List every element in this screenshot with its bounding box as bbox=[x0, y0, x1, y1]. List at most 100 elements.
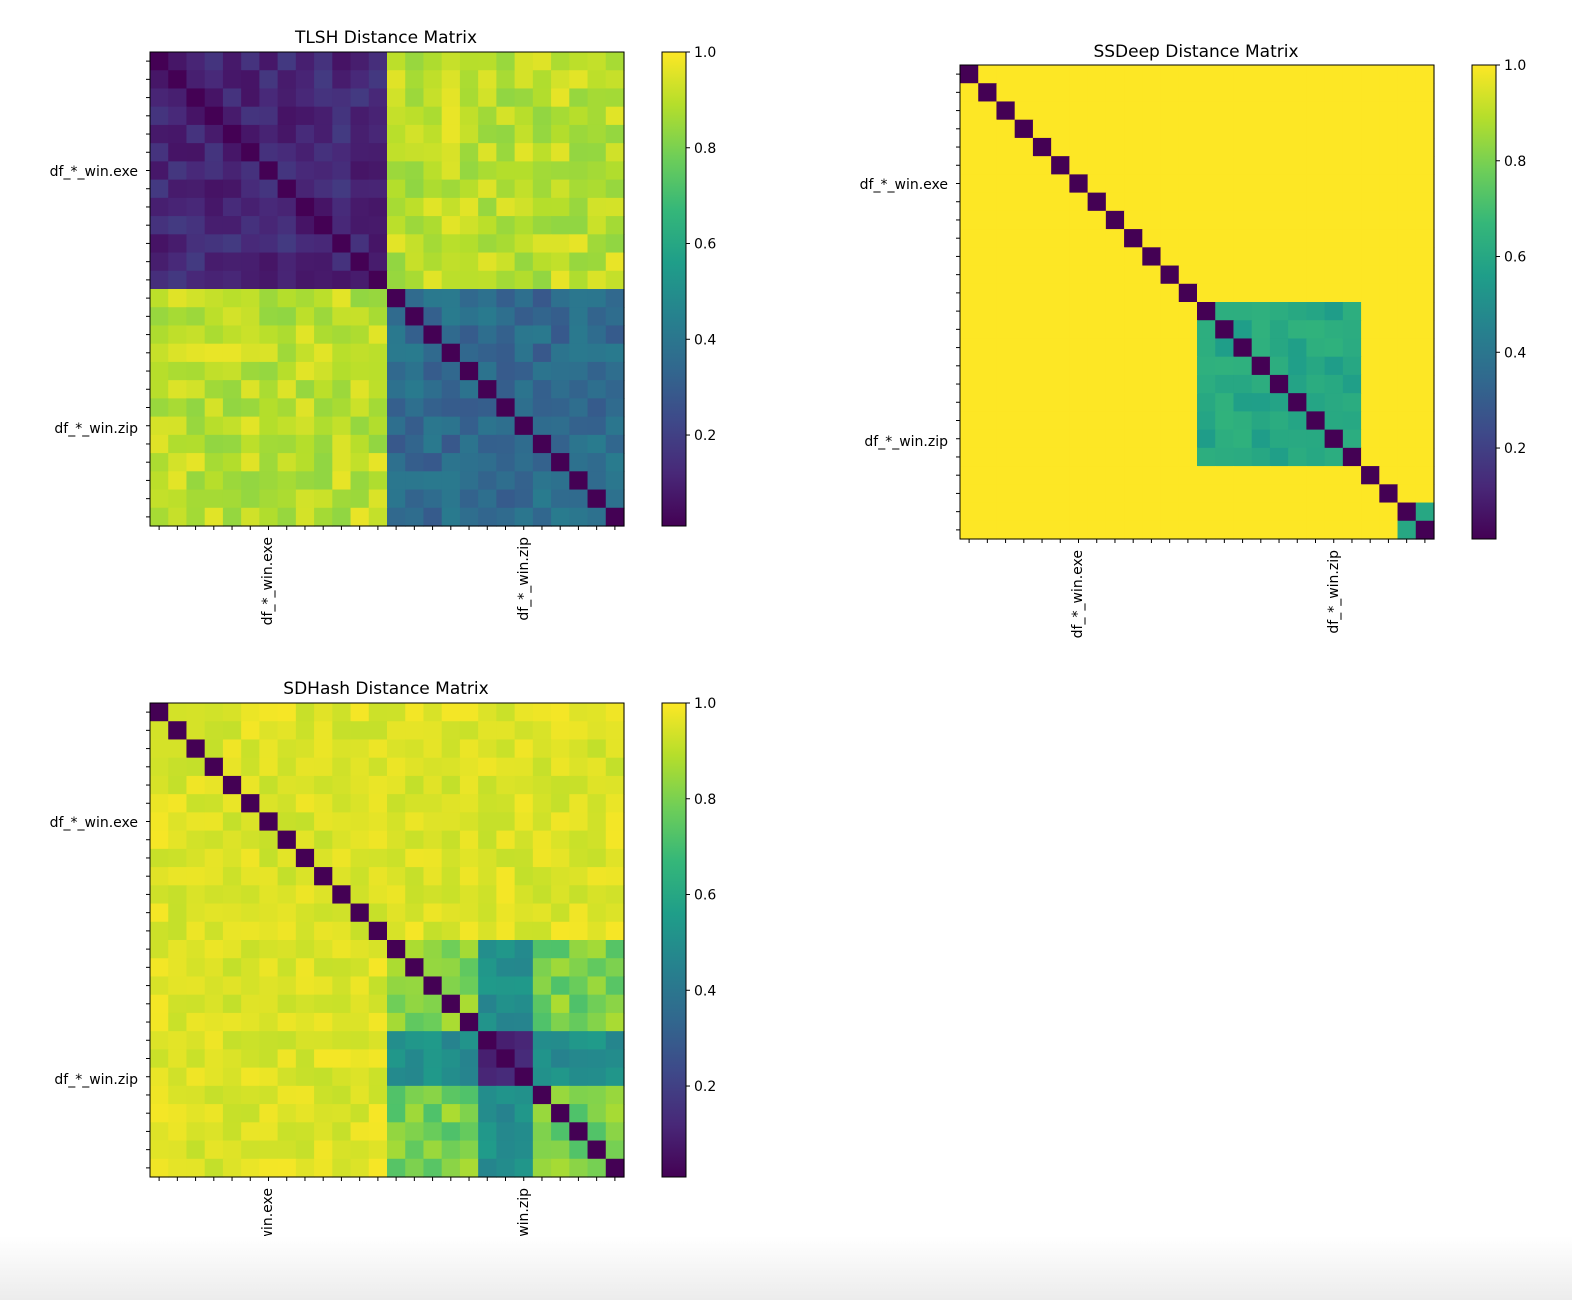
tlsh-cell bbox=[259, 179, 279, 199]
tlsh-cell bbox=[387, 197, 406, 217]
tlsh-cell bbox=[295, 380, 315, 399]
sdhash-cell bbox=[277, 1140, 297, 1160]
ssdeep-cell bbox=[1142, 119, 1162, 139]
sdhash-cell bbox=[150, 1067, 169, 1087]
sdhash-cell bbox=[551, 867, 570, 886]
ssdeep-cell bbox=[1306, 411, 1326, 431]
ssdeep-cell bbox=[1105, 210, 1125, 230]
ssdeep-cell bbox=[1269, 247, 1289, 267]
sdhash-cell bbox=[314, 1085, 333, 1105]
tlsh-cell bbox=[222, 380, 242, 399]
ssdeep-cell bbox=[1124, 265, 1143, 285]
ssdeep-cell bbox=[1342, 156, 1362, 175]
sdhash-cell bbox=[186, 958, 206, 978]
tlsh-cell bbox=[222, 434, 242, 454]
tlsh-cell bbox=[150, 471, 169, 491]
tlsh-cell bbox=[241, 252, 260, 272]
sdhash-cell bbox=[350, 1012, 370, 1032]
tlsh-cell bbox=[295, 52, 315, 71]
ssdeep-cell bbox=[1379, 502, 1399, 522]
sdhash-cell bbox=[150, 703, 169, 722]
ssdeep-cell bbox=[996, 484, 1016, 504]
tlsh-cell bbox=[423, 453, 443, 472]
tlsh-cell bbox=[405, 453, 425, 472]
sdhash-cell bbox=[441, 994, 461, 1014]
tlsh-cell bbox=[314, 252, 333, 272]
ssdeep-cell bbox=[1051, 265, 1070, 285]
tlsh-cell bbox=[150, 325, 169, 345]
sdhash-cell bbox=[241, 921, 260, 941]
sdhash-cell bbox=[605, 848, 625, 868]
sdhash-cell bbox=[295, 1067, 315, 1087]
sdhash-cell bbox=[368, 940, 388, 959]
sdhash-cell bbox=[168, 739, 188, 759]
tlsh-cell bbox=[551, 52, 570, 71]
tlsh-cell bbox=[332, 289, 352, 308]
ssdeep-cell bbox=[1288, 156, 1307, 175]
sdhash-cell bbox=[150, 757, 169, 777]
tlsh-cell bbox=[332, 507, 352, 527]
sdhash-cell bbox=[222, 830, 242, 850]
sdhash-cell bbox=[350, 994, 370, 1014]
sdhash-cell bbox=[478, 1122, 497, 1142]
tlsh-cell bbox=[332, 88, 352, 108]
tlsh-cell bbox=[423, 471, 443, 491]
sdhash-cell bbox=[587, 903, 607, 923]
ssdeep-cell bbox=[996, 393, 1016, 412]
sdhash-cell bbox=[387, 1067, 406, 1087]
ssdeep-cell bbox=[1197, 302, 1216, 321]
sdhash-cell bbox=[295, 775, 315, 795]
sdhash-cell bbox=[587, 739, 607, 759]
tlsh-cell bbox=[332, 434, 352, 454]
tlsh-cell bbox=[459, 106, 479, 126]
tlsh-cell bbox=[150, 252, 169, 272]
ssdeep-cell bbox=[996, 447, 1016, 467]
ssdeep-cell bbox=[1288, 411, 1307, 431]
sdhash-cell bbox=[204, 830, 224, 850]
sdhash-cell bbox=[587, 1012, 607, 1032]
tlsh-cell bbox=[496, 361, 516, 381]
sdhash-cell bbox=[332, 1085, 352, 1105]
sdhash-cell bbox=[368, 1012, 388, 1032]
sdhash-cell bbox=[459, 1067, 479, 1087]
tlsh-cell bbox=[459, 325, 479, 345]
ssdeep-cell bbox=[1178, 393, 1198, 412]
tlsh-cell bbox=[587, 471, 607, 491]
tlsh-cell bbox=[186, 398, 206, 418]
sdhash-cell bbox=[478, 994, 497, 1014]
ssdeep-cell bbox=[1397, 247, 1417, 267]
sdhash-cell bbox=[186, 940, 206, 959]
ssdeep-cell bbox=[1160, 283, 1180, 303]
sdhash-cell bbox=[514, 1067, 534, 1087]
ssdeep-cell bbox=[1251, 229, 1271, 248]
ssdeep-cell bbox=[1051, 137, 1070, 157]
ssdeep-cell bbox=[1014, 302, 1034, 321]
tlsh-cell bbox=[368, 179, 388, 199]
ssdeep-cell bbox=[996, 374, 1016, 394]
sdhash-cell bbox=[241, 794, 260, 813]
tlsh-cell bbox=[387, 252, 406, 272]
sdhash-cell bbox=[405, 721, 425, 741]
tlsh-cell bbox=[314, 52, 333, 71]
tlsh-cell bbox=[314, 471, 333, 491]
sdhash-cell bbox=[350, 885, 370, 905]
ssdeep-cell bbox=[1087, 65, 1107, 84]
tlsh-cell bbox=[332, 161, 352, 181]
sdhash-cell bbox=[350, 1122, 370, 1142]
sdhash-cell bbox=[204, 812, 224, 832]
sdhash-cell bbox=[387, 1158, 406, 1178]
sdhash-cell bbox=[441, 940, 461, 959]
ssdeep-cell bbox=[1233, 338, 1253, 358]
tlsh-cell bbox=[405, 52, 425, 71]
ssdeep-cell bbox=[1306, 429, 1326, 449]
sdhash-cell bbox=[514, 830, 534, 850]
sdhash-cell bbox=[569, 775, 589, 795]
ssdeep-cell bbox=[1124, 411, 1143, 431]
sdhash-cell bbox=[204, 994, 224, 1014]
ssdeep-cell bbox=[1178, 429, 1198, 449]
tlsh-cell bbox=[514, 361, 534, 381]
ssdeep-cell bbox=[978, 356, 998, 376]
tlsh-cell bbox=[514, 507, 534, 527]
tlsh-cell bbox=[150, 398, 169, 418]
tlsh-cell bbox=[368, 507, 388, 527]
